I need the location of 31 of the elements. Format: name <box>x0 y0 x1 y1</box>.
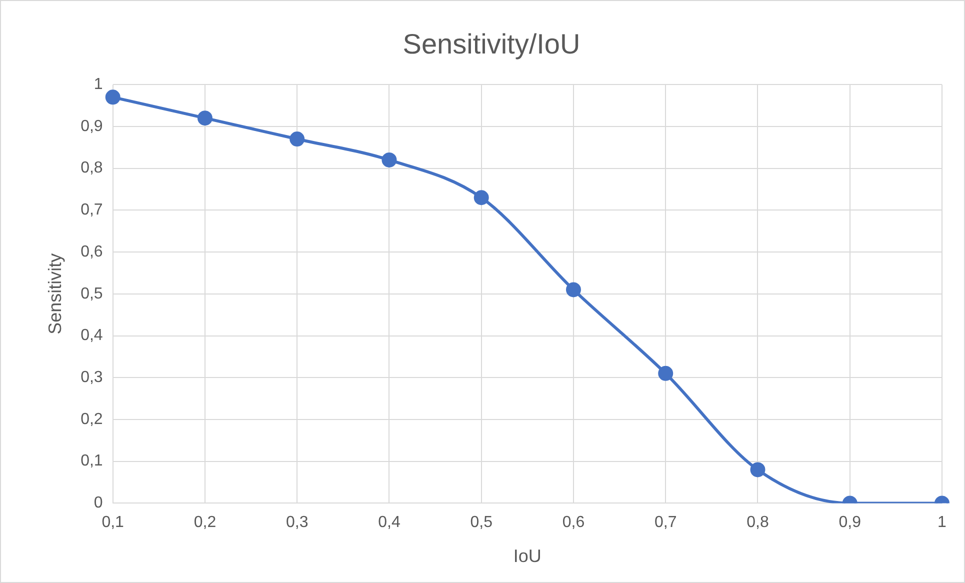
y-tick-label: 1 <box>94 76 103 94</box>
y-tick-label: 0,5 <box>80 285 103 302</box>
point <box>382 152 397 168</box>
point <box>197 110 212 126</box>
y-tick-label: 0,1 <box>80 452 103 470</box>
y-tick-label: 0 <box>94 494 103 512</box>
y-tick-label: 0,2 <box>80 410 103 428</box>
chart-title: Sensitivity/IoU <box>402 28 580 60</box>
point <box>290 132 305 147</box>
x-tick-label: 0,6 <box>562 514 585 532</box>
x-tick-label: 0,4 <box>378 514 400 532</box>
point <box>658 366 674 381</box>
y-tick-label: 0,7 <box>80 202 103 219</box>
x-tick-label: 0,8 <box>746 514 769 532</box>
y-axis-title: Sensitivity <box>44 253 65 334</box>
point <box>105 90 120 105</box>
x-tick-label: 0,2 <box>194 514 216 532</box>
point <box>474 190 489 206</box>
x-axis-title: IoU <box>513 546 542 566</box>
x-tick-label: 0,9 <box>838 514 862 532</box>
y-tick-label: 0,4 <box>80 327 103 344</box>
y-tick-label: 0,8 <box>80 160 103 177</box>
x-tick-label: 0,3 <box>286 514 308 532</box>
x-tick-label: 0,7 <box>654 514 677 532</box>
y-tick-label: 0,6 <box>80 243 103 260</box>
point <box>750 462 766 478</box>
y-tick-label: 0,3 <box>80 369 103 386</box>
y-tick-label: 0,9 <box>80 118 103 135</box>
x-tick-label: 0,5 <box>470 514 493 532</box>
point <box>566 282 581 298</box>
x-tick-label: 1 <box>938 514 947 532</box>
